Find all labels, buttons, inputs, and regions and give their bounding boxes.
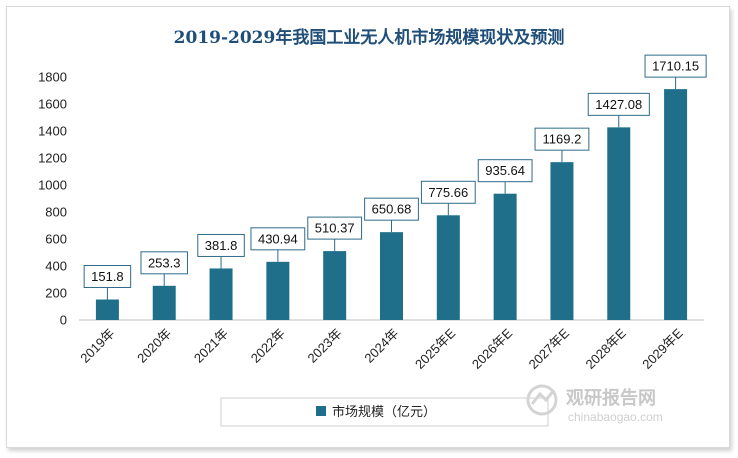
- data-label: 1427.08: [595, 97, 642, 112]
- bar: [266, 261, 290, 320]
- legend-swatch: [316, 406, 326, 416]
- bar-series: [95, 89, 688, 320]
- x-tick-label: 2024年: [361, 326, 401, 366]
- data-label: 935.64: [485, 163, 525, 178]
- y-tick-label: 1400: [38, 124, 67, 139]
- x-tick-label: 2023年: [305, 326, 345, 366]
- bar: [95, 299, 119, 320]
- x-tick-label: 2026年E: [469, 325, 516, 372]
- x-tick-label: 2021年: [191, 326, 231, 366]
- x-tick-label: 2027年E: [526, 325, 573, 372]
- legend-box: [220, 397, 549, 427]
- bar: [664, 89, 688, 320]
- y-tick-label: 1200: [38, 151, 67, 166]
- y-tick-label: 1600: [38, 97, 67, 112]
- y-tick-label: 800: [45, 205, 67, 220]
- x-tick-label: 2028年E: [583, 325, 630, 372]
- data-label-box: [644, 54, 707, 78]
- y-tick-label: 200: [45, 286, 67, 301]
- bar: [493, 193, 517, 320]
- bar: [380, 232, 403, 320]
- bar: [607, 127, 631, 320]
- bar: [550, 162, 574, 320]
- data-label: 1169.2: [543, 132, 582, 147]
- watermark-en: chinabaogao.com: [568, 410, 663, 424]
- watermark: 观研报告网 chinabaogao.com: [526, 384, 663, 424]
- legend: 市场规模（亿元）: [220, 397, 549, 427]
- data-label: 650.68: [372, 202, 412, 217]
- data-label: 510.37: [315, 221, 355, 236]
- bar: [209, 268, 233, 320]
- y-tick-label: 1000: [38, 178, 67, 193]
- y-axis: 0 200 400 600 800 1000 1200 1400 1600 1800: [38, 70, 67, 328]
- data-label: 1710.15: [652, 59, 699, 74]
- x-tick-label: 2020年: [134, 326, 174, 366]
- y-tick-label: 0: [60, 313, 67, 328]
- x-tick-label: 2022年: [248, 326, 288, 366]
- bar: [152, 285, 176, 320]
- y-tick-label: 400: [45, 259, 67, 274]
- x-tick-label: 2029年E: [639, 325, 686, 372]
- x-axis: 2019年 2020年 2021年 2022年 2023年 2024年 2025年E 2026…: [77, 319, 704, 372]
- bar: [436, 215, 460, 320]
- x-tick-label: 2019年: [77, 326, 117, 366]
- bar: [323, 251, 347, 320]
- data-labels: 151.8 253.3 381.8 430.94 510.37 650.68 775.66 9…: [83, 54, 707, 300]
- x-tick-label: 2025年E: [412, 325, 459, 372]
- data-label: 253.3: [148, 255, 181, 270]
- watermark-cn: 观研报告网: [566, 387, 656, 409]
- data-label: 775.66: [428, 185, 468, 200]
- chart-title: 2019-2029年我国工业无人机市场规模现状及预测: [174, 27, 565, 48]
- watermark-logo-icon: [526, 384, 558, 416]
- y-tick-label: 1800: [38, 70, 67, 85]
- data-label: 430.94: [258, 231, 298, 246]
- data-label: 381.8: [205, 238, 238, 253]
- y-tick-label: 600: [45, 232, 67, 247]
- legend-label: 市场规模（亿元）: [332, 404, 436, 419]
- data-label: 151.8: [91, 269, 124, 284]
